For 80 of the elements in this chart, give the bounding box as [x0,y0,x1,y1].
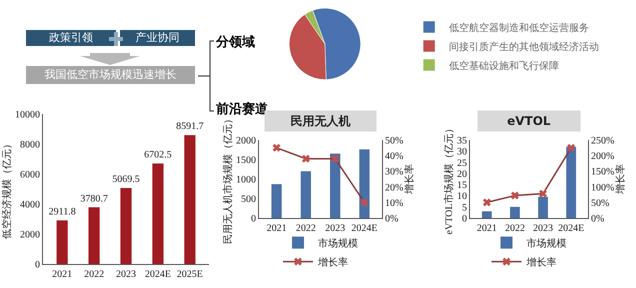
bar [330,154,340,218]
y-tick-label: 500 [241,194,256,205]
x-tick-label: 2021 [52,269,72,280]
x-tick-label: 2024E [144,269,171,280]
data-label: 2911.8 [48,206,76,218]
y-tick-label: 25 [457,158,467,169]
y-tick-label: 30 [457,146,467,158]
y-tick-label: 8000 [20,140,40,150]
y-tick-label: 35 [457,136,467,146]
y-tick-label: 4000 [20,200,40,210]
data-label: 5069.5 [112,174,140,185]
y-axis-title: 民用无人机市场规模（亿元） [222,114,234,244]
legend-label: 低空基础设施和飞行保障 [449,60,560,72]
y-tick-label: 10 [457,191,467,202]
y2-tick-label: 30% [385,166,404,178]
y2-tick-label: 200% [591,151,614,162]
bar [120,188,132,264]
legend-label: 间接引质产生的其他领域经济活动 [449,40,600,53]
y-tick-label: 5 [462,202,467,214]
legend-label: 增长率 [317,256,348,269]
y-tick-label: 1000 [236,174,256,186]
text: 我国低空市场规模迅速增长 [26,66,195,84]
bar [359,149,370,218]
legend-label: 增长率 [526,256,556,269]
data-label: 3780.7 [80,193,108,204]
legend-label: 市场规模 [526,238,566,250]
x-tick-label: 2025E [176,269,203,280]
bar [482,211,492,218]
y-tick-label: 0 [462,214,467,224]
y-tick-label: 6000 [20,170,40,180]
text: 分领域 [216,34,255,51]
bar [300,171,311,218]
y2-axis-title: 增长率 [614,164,626,195]
y2-tick-label: 40% [385,151,404,162]
y2-tick-label: 100% [591,182,614,194]
legend-label: 低空航空器制造和低空运营服务 [449,22,590,34]
bar [271,184,282,218]
data-label: 8591.7 [176,121,204,132]
y-tick-label: 2000 [236,136,256,146]
text: 产业协同 [120,30,195,46]
y-tick-label: 15 [457,180,467,192]
x-tick-label: 2023 [116,269,136,280]
y-tick-label: 1500 [236,155,256,166]
chart-title: eVTOL [507,114,551,128]
x-tick-label: 2021 [476,223,497,234]
bar [152,163,164,264]
y-tick-label: 0 [251,214,256,224]
bar [566,146,576,218]
text: 政策引领 [26,30,116,46]
x-tick-label: 2022 [84,269,104,280]
bar [184,135,196,264]
x-tick-label: 2023 [325,223,346,234]
data-label: 6702.5 [144,149,172,160]
x-tick-label: 2022 [504,223,525,234]
y-axis-title: 低空经济规模（亿元） [1,139,13,239]
bar [88,207,100,264]
x-tick-label: 2022 [296,223,316,234]
y2-tick-label: 150% [591,166,614,178]
y2-tick-label: 10% [385,198,404,209]
legend-label: 市场规模 [318,238,358,250]
y-tick-label: 0 [35,260,40,270]
x-tick-label: 2024E [558,223,584,234]
y2-tick-label: 0% [591,214,604,224]
x-tick-label: 2021 [266,223,287,234]
y2-axis-title: 增长率 [403,164,416,195]
y2-tick-label: 50% [591,198,610,209]
y2-tick-label: 0% [385,214,398,224]
y-tick-label: 10000 [15,110,40,120]
bar [538,196,548,218]
y-tick-label: 20 [457,168,467,180]
y2-tick-label: 50% [385,136,404,146]
y-tick-label: 2000 [20,230,40,240]
x-tick-label: 2024E [351,223,378,234]
chart-title: 民用无人机 [290,114,350,128]
y-axis-title: eVTOL市场规模（亿元） [443,124,455,234]
bar [56,220,68,264]
y2-tick-label: 20% [385,182,404,194]
y2-tick-label: 250% [591,136,614,146]
bar [510,206,520,218]
x-tick-label: 2023 [533,223,554,234]
